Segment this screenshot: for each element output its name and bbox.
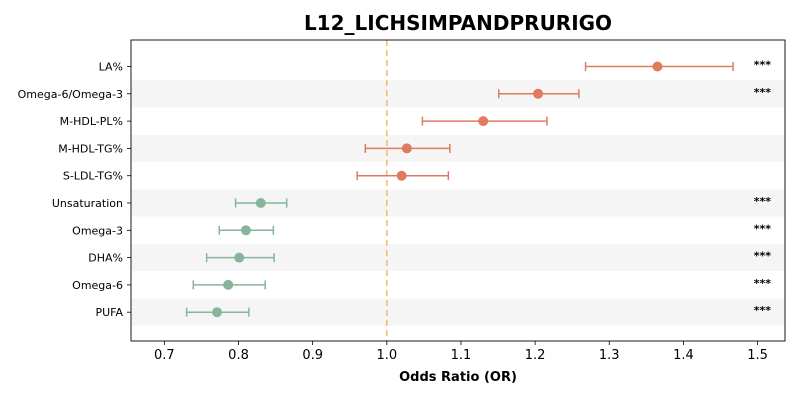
y-axis: LA% Omega-6/Omega-3 M-HDL-PL% M-HDL-TG% S-LD… [18, 61, 131, 319]
y-tick-label: PUFA [95, 306, 123, 319]
or-point [533, 88, 544, 99]
x-tick-label: 1.4 [673, 348, 694, 363]
or-point [255, 198, 266, 208]
x-tick-label: 1.1 [451, 348, 472, 363]
y-tick-label: Unsaturation [52, 197, 123, 210]
y-tick-label: Omega-3 [72, 224, 123, 237]
y-tick-label: M-HDL-PL% [60, 115, 123, 128]
or-point [652, 61, 663, 72]
significance-label: *** [754, 277, 772, 290]
significance-label: *** [754, 304, 772, 317]
significance-label: *** [754, 250, 772, 263]
x-tick-label: 1.2 [525, 348, 546, 363]
significance-label: *** [754, 222, 772, 235]
x-tick-label: 0.8 [228, 348, 249, 363]
x-tick-label: 1.0 [376, 348, 397, 363]
significance-label: *** [754, 86, 772, 99]
plot-border [130, 39, 786, 342]
row-stripe [131, 80, 785, 108]
x-axis-label: Odds Ratio (OR) [399, 370, 517, 385]
x-tick-label: 1.5 [747, 348, 768, 363]
or-point [223, 279, 234, 290]
significance-labels: *** *** *** *** *** *** *** [754, 59, 772, 318]
significance-label: *** [754, 59, 772, 72]
significance-label: *** [754, 195, 772, 208]
or-point [212, 307, 223, 318]
x-tick-label: 0.9 [302, 348, 323, 363]
x-tick-label: 0.7 [154, 348, 175, 363]
row-stripe [131, 134, 785, 162]
row-stripe [131, 189, 785, 217]
chart-title: L12_LICHSIMPANDPRURIGO [304, 11, 612, 35]
x-tick-label: 1.3 [599, 348, 620, 363]
ci-marks [185, 61, 734, 318]
or-point [234, 252, 245, 263]
y-tick-label: S-LDL-TG% [63, 170, 123, 183]
y-tick-label: Omega-6/Omega-3 [18, 88, 123, 101]
x-axis: 0.7 0.8 0.9 1.0 1.1 1.2 1.3 1.4 1.5 [154, 341, 768, 363]
plot-frame [130, 39, 786, 342]
y-tick-label: M-HDL-TG% [58, 142, 123, 155]
y-tick-label: LA% [99, 61, 123, 74]
y-tick-label: Omega-6 [72, 279, 123, 292]
or-point [478, 116, 489, 127]
or-point [401, 143, 412, 154]
y-tick-label: DHA% [88, 252, 123, 265]
or-point [396, 170, 407, 181]
or-point [240, 225, 251, 236]
